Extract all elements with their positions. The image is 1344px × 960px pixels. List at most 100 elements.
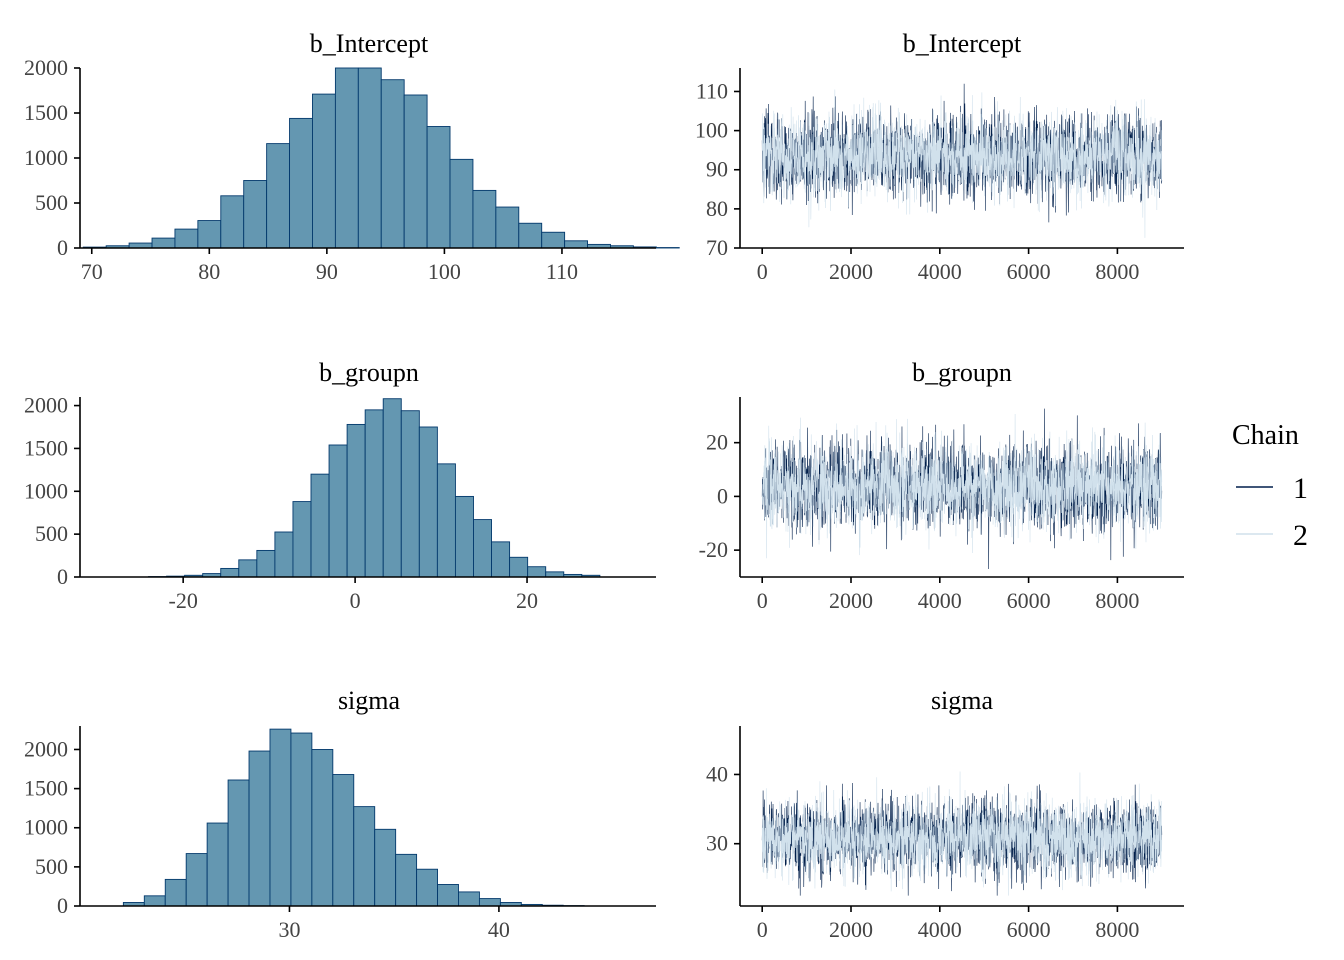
histogram-bar [353, 806, 376, 907]
plot-area: 70 80 90 100 110 0 500 1000 1500 2000 [24, 55, 680, 284]
y-tick-label: 1500 [24, 435, 68, 460]
x-tick-label: 6000 [1007, 259, 1051, 284]
x-tick-label: 100 [428, 259, 461, 284]
histogram-bar [292, 501, 312, 578]
y-tick-label: 500 [35, 521, 68, 546]
y-tick-label: 80 [706, 196, 728, 221]
histogram-bar [310, 473, 330, 578]
histogram-bar [472, 189, 497, 249]
histogram-bar [227, 779, 250, 907]
x-tick-label: 30 [278, 917, 300, 942]
x-tick-label: 110 [546, 259, 578, 284]
plot-area: 0 2000 4000 6000 8000 30 40 [706, 726, 1184, 942]
histogram-bar [400, 410, 420, 578]
histogram-bar [290, 732, 313, 907]
y-tick-label: 40 [706, 761, 728, 786]
panel-title: b_Intercept [903, 29, 1022, 58]
panel-title: b_groupn [319, 358, 419, 387]
histogram-bar [206, 822, 229, 907]
x-tick-label: 8000 [1095, 588, 1139, 613]
histogram-bar [541, 231, 566, 249]
histogram-bar [426, 126, 451, 249]
histogram-bar [473, 519, 492, 578]
histogram-bar [382, 398, 402, 578]
chain-legend: Chain 1 2 [1232, 420, 1308, 552]
y-tick-label: 20 [706, 430, 728, 455]
histogram-bar [518, 222, 543, 249]
histogram-bar [509, 556, 529, 578]
histogram-bar [380, 79, 405, 249]
x-tick-label: 90 [316, 259, 338, 284]
x-tick-label: 40 [488, 917, 510, 942]
histogram-bar [403, 94, 428, 249]
y-tick-label: 30 [706, 831, 728, 856]
histogram-bar [220, 567, 240, 578]
y-tick-label: 2000 [24, 736, 68, 761]
trace-line-chain-2 [761, 771, 1163, 896]
histogram-bar [332, 774, 355, 907]
legend-title: Chain [1232, 420, 1299, 451]
y-tick-label: 100 [695, 118, 728, 143]
y-tick-label: 0 [717, 483, 728, 508]
histogram-bar [458, 891, 480, 907]
histogram-bar [256, 549, 276, 578]
histogram-bar [491, 541, 511, 578]
histogram-bar [197, 220, 222, 249]
x-tick-label: 2000 [829, 259, 873, 284]
y-tick-label: -20 [699, 537, 728, 562]
y-tick-label: 1500 [24, 100, 68, 125]
trace-panel-b-intercept: b_Intercept 0 2000 4000 6000 8000 70 80 90 100 11… [695, 29, 1184, 284]
trace-line-chain-2 [761, 89, 1163, 238]
y-tick-label: 0 [57, 235, 68, 260]
panel-title: b_groupn [912, 358, 1012, 387]
x-tick-label: 2000 [829, 588, 873, 613]
x-tick-label: 6000 [1007, 917, 1051, 942]
y-tick-label: 1500 [24, 776, 68, 801]
histogram-bar [248, 750, 271, 907]
x-tick-label: 70 [81, 259, 103, 284]
trace-line-chain-2 [761, 413, 1163, 559]
x-tick-label: 4000 [918, 259, 962, 284]
histogram-bar [364, 409, 384, 578]
histogram-bar [416, 868, 438, 907]
y-tick-label: 0 [57, 564, 68, 589]
histogram-bar [185, 853, 208, 907]
plot-area: 30 40 0 500 1000 1500 2000 [24, 726, 656, 942]
trace-panel-b-groupn: b_groupn 0 2000 4000 6000 8000 -20 0 20 [699, 358, 1184, 613]
y-tick-label: 1000 [24, 145, 68, 170]
x-tick-label: 8000 [1095, 917, 1139, 942]
x-tick-label: 8000 [1095, 259, 1139, 284]
histogram-bar [437, 884, 459, 907]
histogram-bar [274, 531, 294, 578]
histogram-bar [328, 444, 348, 578]
x-tick-label: 4000 [918, 588, 962, 613]
y-tick-label: 500 [35, 190, 68, 215]
x-tick-label: 20 [516, 588, 538, 613]
histogram-bar [495, 206, 520, 249]
histogram-bar [478, 898, 501, 907]
histogram-bar [436, 463, 456, 578]
histogram-bar [418, 426, 438, 578]
y-tick-label: 1000 [24, 478, 68, 503]
histogram-bar [243, 180, 268, 249]
x-tick-label: 0 [757, 588, 768, 613]
histogram-bar [395, 853, 418, 907]
x-tick-label: 2000 [829, 917, 873, 942]
plot-area: 0 2000 4000 6000 8000 70 80 90 100 110 [695, 68, 1184, 284]
histogram-bar [374, 828, 397, 907]
histogram-bar [449, 158, 474, 249]
x-tick-label: 4000 [918, 917, 962, 942]
x-tick-label: 0 [757, 259, 768, 284]
y-tick-label: 110 [696, 78, 728, 103]
histogram-bar [266, 143, 291, 249]
legend-label-chain-1: 1 [1293, 472, 1308, 505]
histogram-bar [527, 566, 547, 578]
histogram-bar [357, 67, 382, 249]
histogram-bar [238, 559, 258, 578]
y-tick-label: 2000 [24, 55, 68, 80]
histogram-bar [151, 237, 176, 249]
panel-title: b_Intercept [310, 29, 429, 58]
x-tick-label: 80 [198, 259, 220, 284]
histogram-bar [289, 117, 313, 249]
